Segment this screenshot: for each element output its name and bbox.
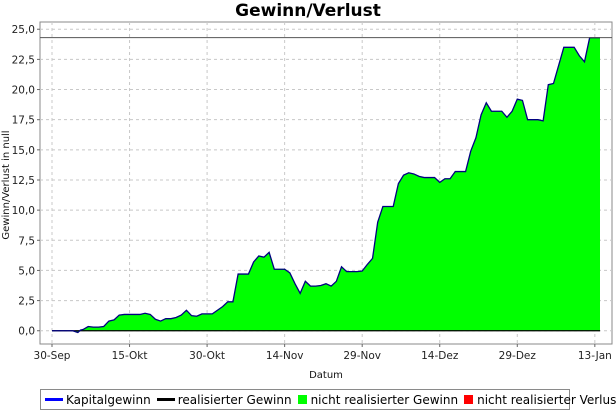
y-tick-label: 17,5 xyxy=(12,115,35,127)
y-tick-label: 12,5 xyxy=(12,175,35,187)
y-tick-label: 5,0 xyxy=(18,265,35,277)
x-tick-label: 14-Nov xyxy=(266,350,304,362)
legend-swatch-green xyxy=(297,395,307,404)
legend-label: realisierter Gewinn xyxy=(177,392,292,407)
legend-item-nicht-realisierter-gewinn: nicht realisierter Gewinn xyxy=(297,392,459,407)
legend-item-nicht-realisierter-verlust: nicht realisierter Verlust xyxy=(464,393,616,407)
legend-label: Kapitalgewinn xyxy=(66,392,151,407)
chart-title: Gewinn/Verlust xyxy=(235,1,381,21)
y-tick-label: 15,0 xyxy=(12,145,35,157)
x-tick-label: 30-Okt xyxy=(189,350,225,362)
capital-gain-line xyxy=(52,37,600,334)
y-tick-label: 10,0 xyxy=(12,205,35,217)
x-tick-label: 29-Dez xyxy=(499,350,537,362)
area-layer xyxy=(40,37,612,334)
legend-item-kapitalgewinn: Kapitalgewinn xyxy=(45,393,151,407)
x-tick-label: 15-Okt xyxy=(112,350,148,362)
y-tick-label: 2,5 xyxy=(18,296,35,308)
x-tick-label: 29-Nov xyxy=(343,350,381,362)
y-tick-label: 25,0 xyxy=(12,24,35,36)
x-axis-label: Datum xyxy=(309,370,343,381)
legend: Kapitalgewinn realisierter Gewinn nicht … xyxy=(40,389,616,410)
x-tick-label: 30-Sep xyxy=(34,350,71,362)
tick-labels: 0,0 2,5 5,0 7,5 10,0 12,5 15,0 17,5 20,0 22,5 25,0… xyxy=(12,24,612,362)
y-tick-label: 0,0 xyxy=(18,326,35,338)
legend-swatch-red xyxy=(464,395,474,404)
y-axis-label: Gewinn/Verlust in null xyxy=(1,130,12,239)
y-tick-label: 7,5 xyxy=(18,235,35,247)
x-tick-label: 14-Dez xyxy=(421,350,459,362)
unrealized-gain-area xyxy=(52,37,600,333)
legend-item-realisierter-gewinn: realisierter Gewinn xyxy=(156,392,292,407)
legend-swatch-blue xyxy=(45,398,63,401)
y-tick-label: 22,5 xyxy=(12,54,35,66)
y-tick-label: 20,0 xyxy=(12,85,35,97)
legend-label: nicht realisierter Verlust xyxy=(477,392,616,407)
legend-label: nicht realisierter Gewinn xyxy=(310,392,459,407)
legend-swatch-black xyxy=(156,398,175,401)
axis-layer xyxy=(37,28,596,347)
x-tick-label: 13-Jan xyxy=(578,350,612,362)
